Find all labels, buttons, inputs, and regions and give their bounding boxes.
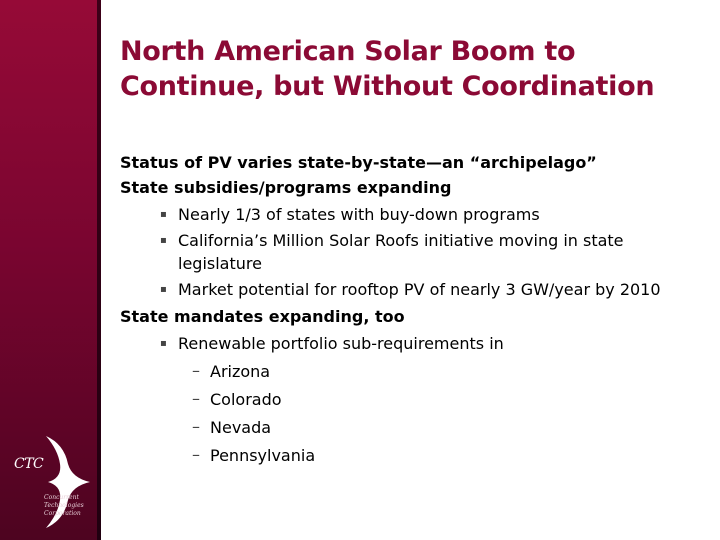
ctc-logo-icon bbox=[46, 436, 90, 528]
bullet-text: Colorado bbox=[210, 390, 282, 409]
dash-bullet-icon: – bbox=[192, 445, 200, 464]
bullet-text: California’s Million Solar Roofs initiat… bbox=[178, 231, 624, 273]
square-bullet-icon: ▪ bbox=[160, 338, 167, 349]
slide-body: Status of PV varies state-by-state—an “a… bbox=[120, 150, 700, 472]
square-bullet-icon: ▪ bbox=[160, 284, 167, 295]
bullet-level3: – Arizona bbox=[120, 360, 700, 383]
sidebar-edge bbox=[97, 0, 101, 540]
bullet-level3: – Pennsylvania bbox=[120, 444, 700, 467]
bullet-level3: – Nevada bbox=[120, 416, 700, 439]
bullet-text: Market potential for rooftop PV of nearl… bbox=[178, 280, 661, 299]
sidebar-band bbox=[0, 0, 97, 540]
bullet-level2: ▪ California’s Million Solar Roofs initi… bbox=[120, 229, 700, 275]
bullet-text: Nearly 1/3 of states with buy-down progr… bbox=[178, 205, 540, 224]
bullet-level1: Status of PV varies state-by-state—an “a… bbox=[120, 153, 597, 172]
dash-bullet-icon: – bbox=[192, 417, 200, 436]
bullet-level3: – Colorado bbox=[120, 388, 700, 411]
dash-bullet-icon: – bbox=[192, 389, 200, 408]
bullet-text: Arizona bbox=[210, 362, 271, 381]
bullet-text: Nevada bbox=[210, 418, 272, 437]
bullet-text: Renewable portfolio sub-requirements in bbox=[178, 334, 504, 353]
bullet-level2: ▪ Nearly 1/3 of states with buy-down pro… bbox=[120, 203, 700, 226]
square-bullet-icon: ▪ bbox=[160, 235, 167, 246]
slide-title: North American Solar Boom to Continue, b… bbox=[120, 36, 655, 102]
bullet-level1: State mandates expanding, too bbox=[120, 307, 405, 326]
dash-bullet-icon: – bbox=[192, 361, 200, 380]
square-bullet-icon: ▪ bbox=[160, 209, 167, 220]
logo-text: CTC bbox=[14, 456, 44, 472]
bullet-level2: ▪ Market potential for rooftop PV of nea… bbox=[120, 278, 700, 301]
bullet-text: Pennsylvania bbox=[210, 446, 316, 465]
bullet-level2: ▪ Renewable portfolio sub-requirements i… bbox=[120, 332, 700, 355]
logo-caption: Concurrent Technologies Corporation bbox=[44, 494, 84, 517]
bullet-level1: State subsidies/programs expanding bbox=[120, 178, 452, 197]
